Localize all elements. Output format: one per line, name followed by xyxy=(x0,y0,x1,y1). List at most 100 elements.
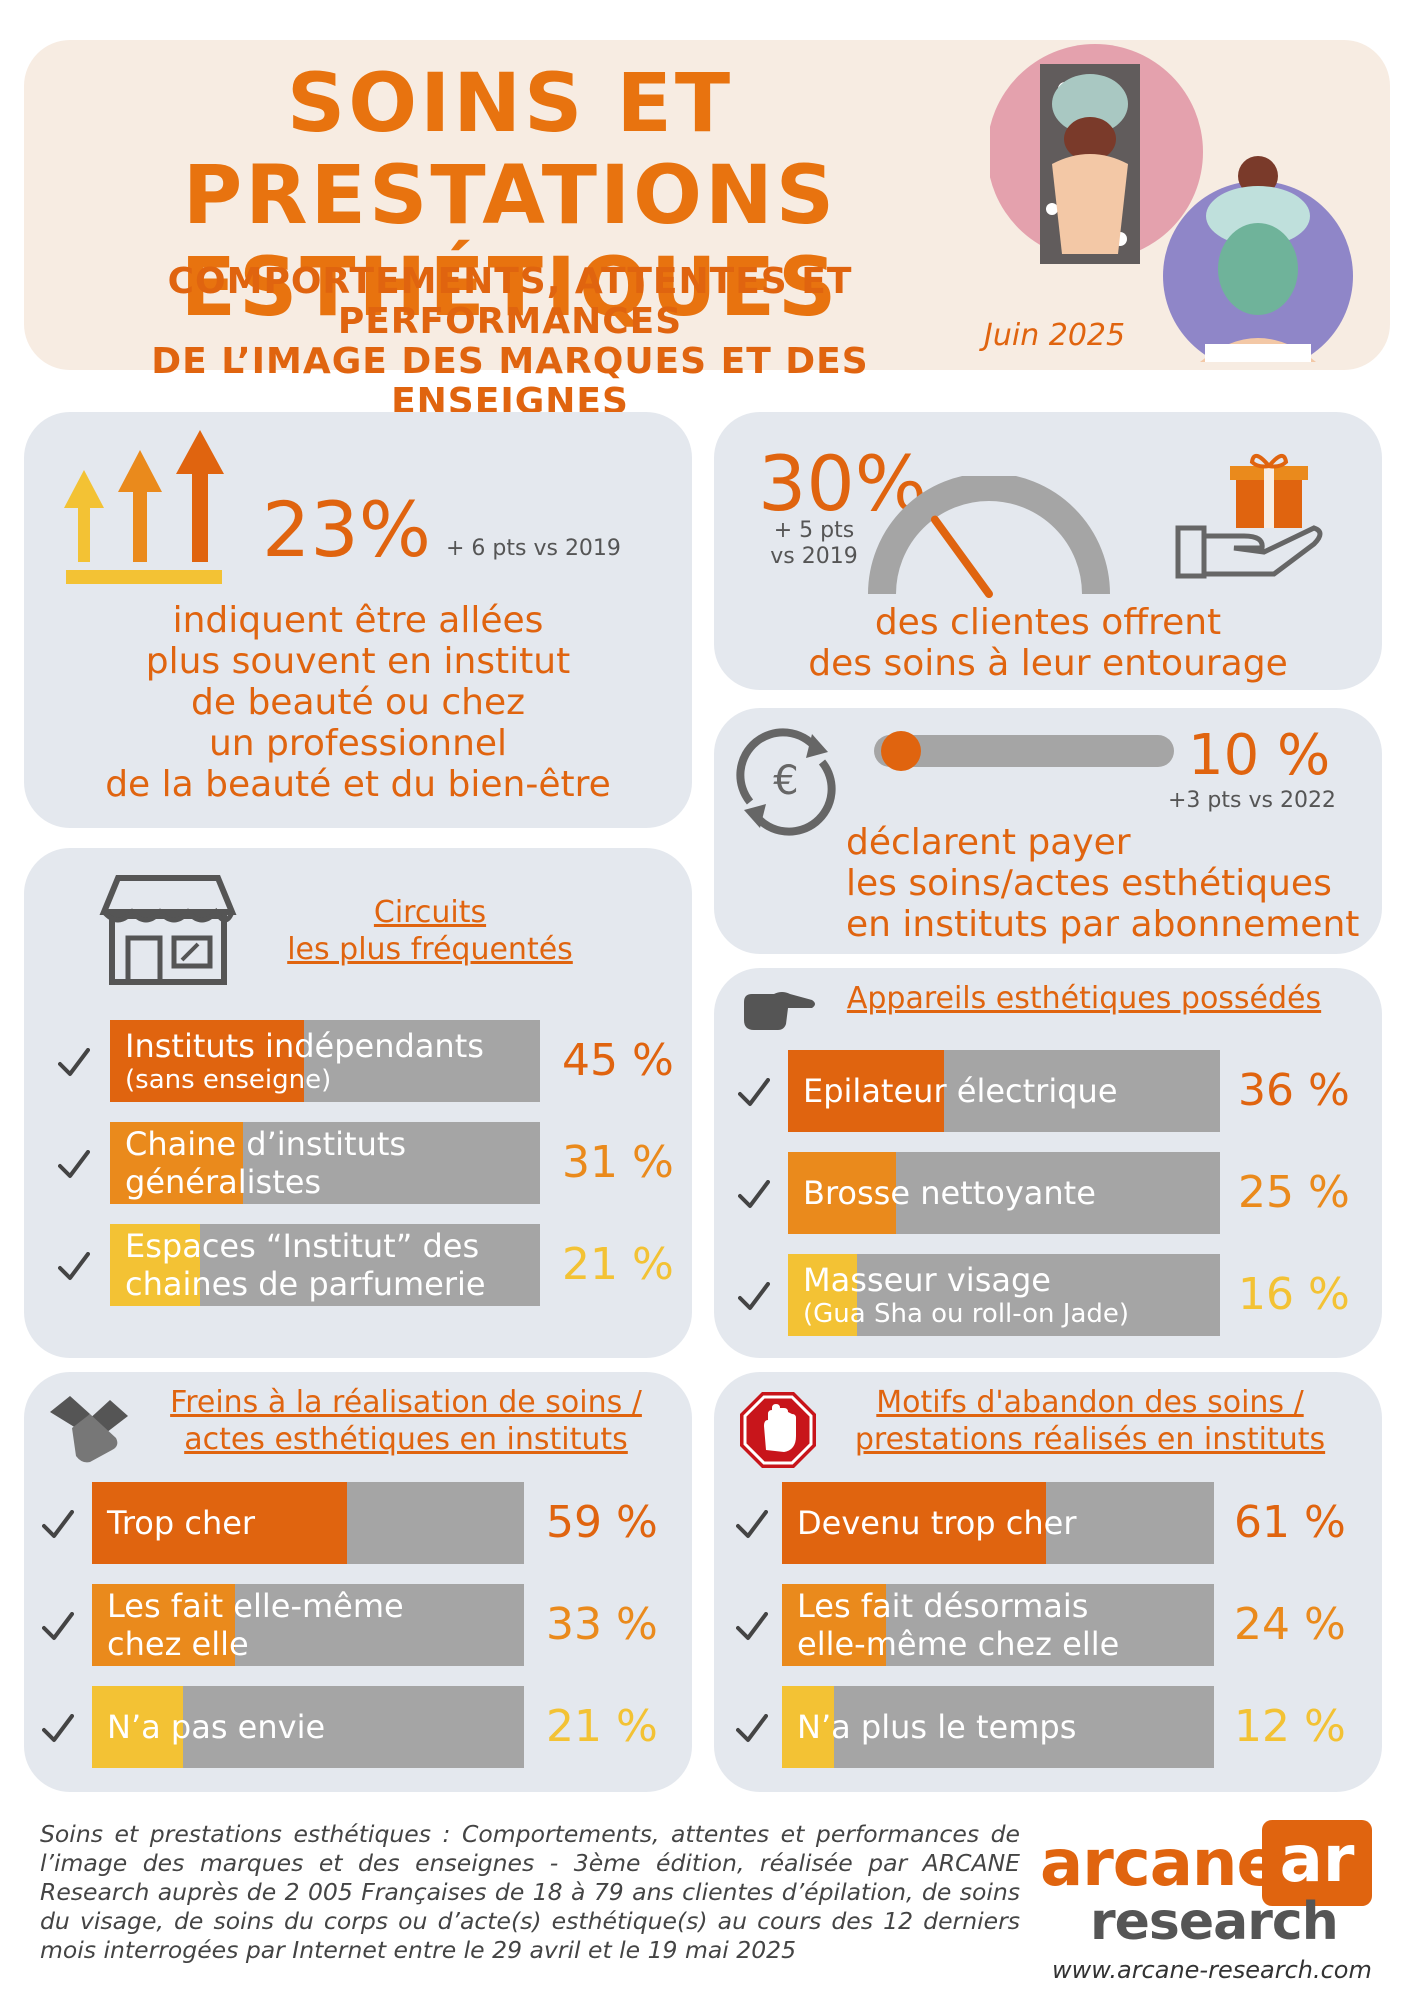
percentage-value: 21 % xyxy=(546,1701,658,1752)
bar-fill xyxy=(788,1050,944,1132)
bar-row: Chaine d’instituts généralistes xyxy=(110,1122,540,1204)
shop-icon xyxy=(99,875,237,985)
subscription-progress-bar xyxy=(874,731,1174,771)
page-subtitle: COMPORTEMENTS, ATTENTES ET PERFORMANCES … xyxy=(70,262,950,422)
desc-line: des soins à leur entourage xyxy=(808,643,1288,684)
bar-label-text: Masseur visage xyxy=(803,1261,1051,1299)
bar-label: Chaine d’instituts généralistes xyxy=(125,1122,406,1204)
bar-label: Epilateur électrique xyxy=(803,1050,1118,1132)
stat-subscription-description: déclarent payer les soins/actes esthétiq… xyxy=(846,822,1376,945)
stat-subscription-value: 10 % xyxy=(1188,723,1331,788)
stat-gift-value: 30% xyxy=(758,439,927,528)
stat-subscription-change: +3 pts vs 2022 xyxy=(1168,788,1336,813)
publication-date: Juin 2025 xyxy=(984,318,1126,353)
bar-row: Epilateur électrique xyxy=(788,1050,1220,1132)
checkmark-icon xyxy=(58,1252,90,1280)
freins-heading: Freins à la réalisation de soins / actes… xyxy=(146,1384,666,1458)
bar-fill xyxy=(782,1686,834,1768)
bar-fill xyxy=(92,1686,183,1768)
spa-illustration xyxy=(990,44,1353,362)
desc-line: un professionnel xyxy=(208,723,508,764)
website-link[interactable]: www.arcane-research.com xyxy=(1052,1956,1372,1984)
bar-label-text: chaines de parfumerie xyxy=(125,1265,486,1303)
bar-label: Brosse nettoyante xyxy=(803,1152,1096,1234)
circuits-heading: Circuits les plus fréquentés xyxy=(270,894,590,968)
logo-arcane: arcane xyxy=(1040,1827,1280,1901)
bar-fill xyxy=(782,1584,886,1666)
desc-line: déclarent payer xyxy=(846,822,1131,863)
percentage-value: 61 % xyxy=(1234,1497,1346,1548)
subtitle-line-2: DE L’IMAGE DES MARQUES ET DES ENSEIGNES xyxy=(151,341,869,422)
bar-label-text: Devenu trop cher xyxy=(797,1504,1077,1542)
heading-line: prestations réalisés en instituts xyxy=(854,1422,1326,1457)
abandon-heading: Motifs d'abandon des soins / prestations… xyxy=(830,1384,1350,1458)
bar-label-text: Espaces “Institut” des xyxy=(125,1227,480,1265)
stat-gift-description: des clientes offrent des soins à leur en… xyxy=(734,602,1362,684)
bar-row: Devenu trop cher xyxy=(782,1482,1214,1564)
percentage-value: 36 % xyxy=(1238,1065,1350,1116)
bar-fill xyxy=(92,1584,235,1666)
percentage-value: 45 % xyxy=(562,1035,674,1086)
percentage-value: 25 % xyxy=(1238,1167,1350,1218)
bar-label-text: Trop cher xyxy=(107,1504,256,1542)
logo-mark: ar xyxy=(1262,1820,1372,1906)
bar-label: Instituts indépendants (sans enseigne) xyxy=(125,1020,484,1102)
logo-research: research xyxy=(1090,1892,1339,1952)
heading-line: Motifs d'abandon des soins / xyxy=(876,1385,1304,1420)
checkmark-icon xyxy=(58,1048,90,1076)
bar-label-text: elle-même chez elle xyxy=(797,1625,1120,1663)
bar-label-text: Brosse nettoyante xyxy=(803,1174,1096,1212)
percentage-value: 59 % xyxy=(546,1497,658,1548)
pointing-hand-icon xyxy=(744,992,815,1030)
bar-label-text: Epilateur électrique xyxy=(803,1072,1118,1110)
bar-label: N’a plus le temps xyxy=(797,1686,1076,1768)
percentage-value: 16 % xyxy=(1238,1269,1350,1320)
bar-fill xyxy=(92,1482,347,1564)
desc-line: plus souvent en institut xyxy=(145,641,571,682)
stop-hand-icon xyxy=(740,1392,816,1468)
bar-fill xyxy=(782,1482,1046,1564)
title-line-2: ESTHÉTIQUES xyxy=(180,241,840,335)
desc-line: des clientes offrent xyxy=(874,602,1222,643)
progress-knob xyxy=(881,731,921,771)
stat-gift-change: + 5 pts vs 2019 xyxy=(764,518,864,570)
desc-line: de beauté ou chez xyxy=(191,682,525,723)
methodology-note: Soins et prestations esthétiques : Compo… xyxy=(40,1820,1020,1964)
checkmark-icon xyxy=(42,1510,74,1538)
bar-fill xyxy=(110,1224,201,1306)
checkmark-icon xyxy=(58,1150,90,1178)
checkmark-icon xyxy=(738,1180,770,1208)
page-title: SOINS ET PRESTATIONS ESTHÉTIQUES xyxy=(30,58,990,334)
bar-label-text: N’a pas envie xyxy=(107,1708,326,1746)
bar-row: N’a pas envie xyxy=(92,1686,524,1768)
checkmark-icon xyxy=(42,1714,74,1742)
bar-label: Les fait elle-même chez elle xyxy=(107,1584,404,1666)
bar-row: Les fait désormais elle-même chez elle xyxy=(782,1584,1214,1666)
bar-label-text: N’a plus le temps xyxy=(797,1708,1077,1746)
checkmark-icon xyxy=(738,1078,770,1106)
appareils-heading: Appareils esthétiques possédés xyxy=(846,981,1322,1016)
heading-line: Circuits xyxy=(373,895,487,930)
checkmark-icon xyxy=(738,1282,770,1310)
checkmark-icon xyxy=(42,1612,74,1640)
gift-hand-icon xyxy=(1175,454,1323,579)
bar-fill xyxy=(110,1122,244,1204)
bar-label-text: Chaine d’instituts xyxy=(125,1125,407,1163)
percentage-value: 21 % xyxy=(562,1239,674,1290)
desc-line: les soins/actes esthétiques xyxy=(846,863,1332,904)
bar-row: Espaces “Institut” des chaines de parfume… xyxy=(110,1224,540,1306)
bar-row: Trop cher xyxy=(92,1482,524,1564)
subtitle-line-1: COMPORTEMENTS, ATTENTES ET PERFORMANCES xyxy=(167,261,853,342)
checkmark-icon xyxy=(736,1714,768,1742)
rising-arrows-icon xyxy=(64,430,224,584)
bar-row: N’a plus le temps xyxy=(782,1686,1214,1768)
percentage-value: 24 % xyxy=(1234,1599,1346,1650)
bar-label: Trop cher xyxy=(107,1482,255,1564)
checkmark-icon xyxy=(736,1612,768,1640)
change-line: + 5 pts xyxy=(773,518,855,543)
bar-fill xyxy=(788,1152,896,1234)
bar-label: Devenu trop cher xyxy=(797,1482,1076,1564)
change-line: vs 2019 xyxy=(770,544,858,569)
bar-fill xyxy=(788,1254,858,1336)
bar-row: Brosse nettoyante xyxy=(788,1152,1220,1234)
